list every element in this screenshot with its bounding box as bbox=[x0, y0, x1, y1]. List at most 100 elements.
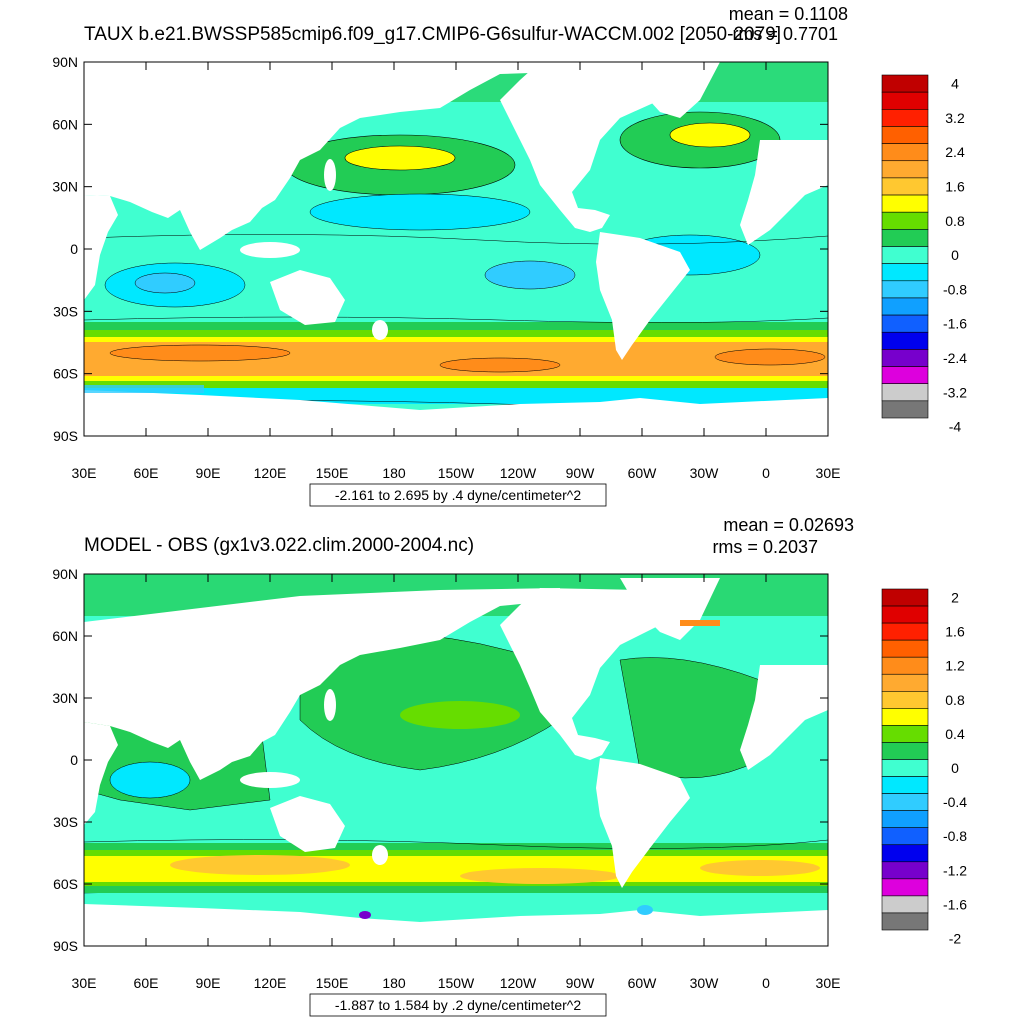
x-tick-label: 0 bbox=[762, 975, 770, 991]
colorbar-swatch bbox=[881, 383, 929, 402]
colorbar-swatch bbox=[881, 349, 929, 367]
colorbar-label: -3.2 bbox=[943, 384, 967, 400]
colorbar-swatch bbox=[881, 263, 929, 282]
panel-model-minus-obs: MODEL - OBS (gx1v3.022.clim.2000-2004.nc… bbox=[52, 515, 967, 1017]
ross-sea-negative bbox=[359, 911, 371, 919]
colorbar-label: 2 bbox=[951, 590, 959, 606]
colorbar-swatch bbox=[881, 742, 929, 760]
colorbar-label: 0 bbox=[951, 247, 959, 263]
colorbar-swatch bbox=[881, 656, 929, 675]
southern-ocean-max-2 bbox=[460, 868, 620, 884]
mean-stat: mean = 0.02693 bbox=[723, 515, 854, 535]
y-tick-label: 60S bbox=[53, 366, 78, 382]
japan bbox=[324, 159, 336, 191]
africa-east-side bbox=[740, 140, 828, 245]
colorbar-swatch bbox=[881, 126, 929, 144]
colorbar-swatch bbox=[881, 605, 929, 624]
greenland bbox=[620, 62, 720, 118]
colorbar-swatch bbox=[881, 194, 929, 213]
y-tick-label: 60N bbox=[52, 628, 78, 644]
colorbar-label: -1.6 bbox=[943, 896, 967, 912]
x-tick-label: 30E bbox=[816, 465, 841, 481]
y-tick-label: 0 bbox=[70, 241, 78, 257]
colorbar-swatch bbox=[881, 74, 929, 93]
colorbar-label: 2.4 bbox=[945, 144, 965, 160]
x-tick-label: 90W bbox=[566, 975, 596, 991]
x-tick-label: 150E bbox=[316, 975, 349, 991]
y-tick-label: 60N bbox=[52, 116, 78, 132]
y-axis: 90N 60N 30N 0 30S 60S 90S bbox=[52, 566, 828, 954]
colorbar-swatch bbox=[881, 759, 929, 777]
colorbar-label: -0.8 bbox=[943, 281, 967, 297]
colorbar-swatch bbox=[881, 160, 929, 179]
panel-title: TAUX b.e21.BWSSP585cmip6.f09_g17.CMIP6-G… bbox=[84, 24, 781, 45]
y-axis: 90N 60N 30N 0 30S 60S 90S bbox=[52, 54, 828, 444]
colorbar: 2 1.6 1.2 0.8 0.4 0 -0.4 -0.8 -1.2 -1.6 -2 bbox=[881, 588, 967, 947]
colorbar-label: -2 bbox=[949, 931, 962, 947]
mean-stat: mean = 0.1108 bbox=[729, 4, 848, 24]
atlantic-positive-region bbox=[619, 657, 761, 779]
colorbar-swatch bbox=[881, 400, 929, 419]
colorbar-swatch bbox=[881, 588, 929, 607]
new-zealand bbox=[372, 320, 388, 340]
panel-title: MODEL - OBS (gx1v3.022.clim.2000-2004.nc… bbox=[84, 535, 474, 556]
colorbar-label: 3.2 bbox=[945, 110, 965, 126]
colorbar-label: 4 bbox=[951, 76, 959, 92]
north-america bbox=[500, 588, 660, 760]
indian-ocean-trade-core bbox=[134, 272, 196, 294]
rms-stat: rms = 0.7701 bbox=[732, 24, 838, 44]
colorbar: 4 3.2 2.4 1.6 0.8 0 -0.8 -1.6 -2.4 -3.2 -4 bbox=[881, 74, 967, 435]
x-tick-label: 90E bbox=[196, 975, 221, 991]
x-tick-label: 120W bbox=[500, 975, 537, 991]
africa-east-side bbox=[740, 665, 828, 770]
land-masses bbox=[84, 578, 828, 946]
colorbar-label: -1.6 bbox=[943, 316, 967, 332]
colorbar-swatch bbox=[881, 109, 929, 127]
north-atlantic-westerly-core bbox=[669, 122, 751, 148]
colorbar-swatch bbox=[881, 622, 929, 641]
colorbar-swatch bbox=[881, 861, 929, 880]
colorbar-swatch bbox=[881, 878, 929, 897]
colorbar-swatch bbox=[881, 229, 929, 247]
colorbar-swatch bbox=[881, 708, 929, 726]
x-tick-label: 60W bbox=[628, 975, 658, 991]
japan bbox=[324, 689, 336, 721]
colorbar-label: -1.2 bbox=[943, 862, 967, 878]
eurasia bbox=[84, 588, 560, 780]
colorbar-label: 0 bbox=[951, 760, 959, 776]
southern-ocean-max-2 bbox=[439, 357, 561, 373]
antarctica bbox=[84, 390, 828, 436]
colorbar-swatch bbox=[881, 280, 929, 299]
x-tick-label: 30W bbox=[690, 975, 720, 991]
y-tick-label: 30S bbox=[53, 814, 78, 830]
x-tick-label: 90W bbox=[566, 465, 596, 481]
colorbar-label: -0.4 bbox=[943, 794, 967, 810]
panel-taux: TAUX b.e21.BWSSP585cmip6.f09_g17.CMIP6-G… bbox=[52, 4, 967, 507]
colorbar-swatch bbox=[881, 91, 929, 110]
indian-ocean-negative bbox=[109, 761, 191, 799]
y-tick-label: 90N bbox=[52, 54, 78, 70]
x-tick-label: 180 bbox=[382, 975, 406, 991]
weddell-sea-negative bbox=[637, 905, 653, 915]
colorbar-label: 0.8 bbox=[945, 213, 965, 229]
x-tick-label: 60E bbox=[134, 975, 159, 991]
colorbar-swatch bbox=[881, 725, 929, 743]
x-tick-label: 120E bbox=[254, 975, 287, 991]
x-tick-label: 90E bbox=[196, 465, 221, 481]
colorbar-swatch bbox=[881, 143, 929, 162]
colorbar-swatch bbox=[881, 673, 929, 692]
australia bbox=[270, 270, 345, 325]
y-tick-label: 0 bbox=[70, 752, 78, 768]
colorbar-swatch bbox=[881, 895, 929, 914]
x-tick-label: 60W bbox=[628, 465, 658, 481]
x-tick-label: 120E bbox=[254, 465, 287, 481]
southern-ocean-max-1 bbox=[170, 855, 350, 875]
colorbar-label: -0.8 bbox=[943, 828, 967, 844]
range-label-box: -1.887 to 1.584 by .2 dyne/centimeter^2 bbox=[309, 993, 607, 1017]
x-tick-label: 180 bbox=[382, 465, 406, 481]
southern-ocean-max-3 bbox=[700, 860, 820, 876]
new-zealand bbox=[372, 845, 388, 865]
x-tick-label: 30E bbox=[72, 465, 97, 481]
y-tick-label: 60S bbox=[53, 876, 78, 892]
